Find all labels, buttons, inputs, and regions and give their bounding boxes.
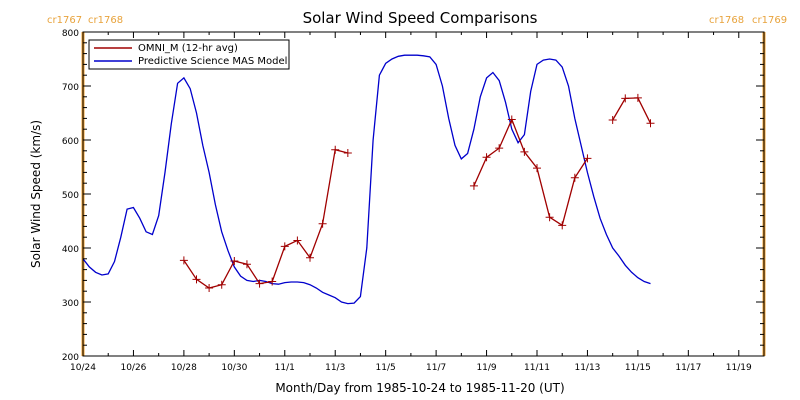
omni-point — [633, 93, 642, 102]
omni-point — [608, 116, 617, 125]
omni-line-segment-2 — [612, 97, 652, 124]
omni-point — [495, 144, 504, 153]
x-tick-label: 11/11 — [524, 363, 550, 373]
x-tick-label: 11/7 — [426, 363, 446, 373]
omni-line-segment-1 — [473, 117, 588, 227]
x-tick-label: 10/28 — [171, 363, 197, 373]
omni-point — [533, 164, 541, 173]
omni-point — [192, 275, 201, 284]
omni-point — [268, 277, 277, 286]
cr-label-left: cr1767 — [47, 15, 82, 26]
omni-point — [469, 181, 478, 190]
omni-point — [343, 148, 352, 157]
omni-point — [331, 145, 340, 154]
omni-point — [179, 256, 188, 265]
x-tick-label: 11/15 — [625, 363, 651, 373]
omni-point — [318, 219, 327, 228]
plot-layer — [81, 32, 766, 356]
x-tick-label: 10/26 — [120, 363, 146, 373]
omni-point — [230, 256, 239, 265]
y-tick-label: 500 — [62, 191, 79, 201]
x-tick-label: 11/9 — [476, 363, 496, 373]
x-tick-label: 11/17 — [675, 363, 701, 373]
omni-point — [646, 119, 655, 128]
legend-label-omni: OMNI_M (12-hr avg) — [138, 43, 238, 54]
omni-point — [570, 173, 579, 182]
chart-title: Solar Wind Speed Comparisons — [303, 9, 538, 27]
x-tick-label: 10/24 — [70, 363, 96, 373]
omni-point — [205, 283, 214, 292]
omni-point — [621, 94, 630, 103]
legend: OMNI_M (12-hr avg) Predictive Science MA… — [88, 39, 290, 70]
legend-label-model: Predictive Science MAS Model — [138, 56, 287, 67]
omni-point — [255, 279, 264, 288]
cr-label-right: cr1769 — [752, 15, 787, 26]
omni-point — [520, 147, 529, 156]
x-tick-label: 11/5 — [376, 363, 396, 373]
y-tick-label: 700 — [62, 83, 79, 93]
y-axis-title: Solar Wind Speed (km/s) — [29, 120, 43, 268]
omni-point — [242, 260, 251, 269]
omni-point — [507, 115, 516, 124]
x-tick-label: 11/1 — [275, 363, 295, 373]
model-line — [82, 54, 651, 305]
x-axis: 10/24 10/26 10/28 10/30 11/1 11/3 11/5 11/7 11/9… — [70, 32, 765, 373]
omni-point — [280, 242, 289, 251]
x-axis-title: Month/Day from 1985-10-24 to 1985-11-20 … — [275, 381, 564, 395]
y-tick-label: 300 — [62, 299, 79, 309]
y-tick-label: 600 — [62, 137, 79, 147]
x-tick-label: 11/3 — [325, 363, 345, 373]
omni-point — [217, 280, 226, 289]
omni-point — [482, 153, 491, 162]
cr-label-left-next: cr1768 — [88, 15, 123, 26]
x-tick-label: 11/13 — [574, 363, 600, 373]
x-tick-label: 10/30 — [221, 363, 247, 373]
x-tick-label: 11/19 — [726, 363, 752, 373]
omni-point — [558, 221, 567, 230]
cr-label-right-prev: cr1768 — [709, 15, 744, 26]
omni-point — [293, 236, 302, 245]
omni-line-segment-0 — [183, 148, 348, 289]
omni-point — [583, 154, 592, 163]
legend-box — [88, 39, 290, 70]
y-tick-label: 400 — [62, 245, 79, 255]
y-axis: 200 300 400 500 600 700 800 — [62, 29, 764, 363]
omni-point — [306, 253, 314, 262]
y-tick-label: 800 — [62, 29, 79, 39]
y-tick-label: 200 — [62, 353, 79, 363]
omni-point — [545, 213, 554, 222]
